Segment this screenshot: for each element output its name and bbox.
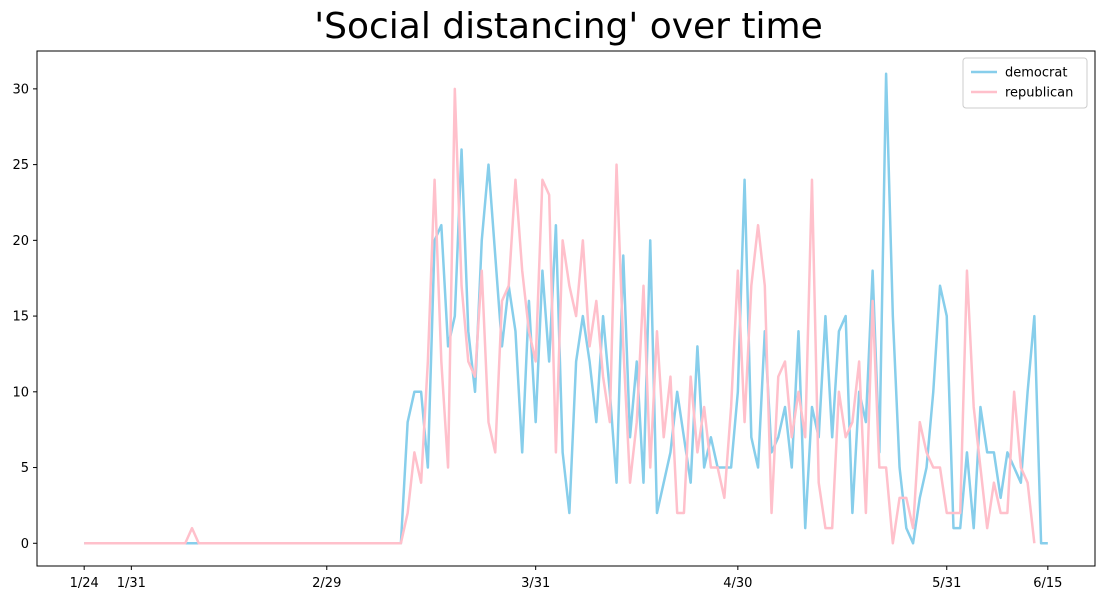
legend-label-democrat: democrat xyxy=(1005,66,1067,81)
y-axis: 0 5 10 15 20 25 30 xyxy=(12,82,37,552)
y-tick-label: 20 xyxy=(12,234,29,249)
x-axis: 1/24 1/31 2/29 3/31 4/30 5/31 6/15 xyxy=(70,566,1062,591)
x-tick-label: 2/29 xyxy=(312,576,341,591)
series-line-democrat xyxy=(84,72,1048,545)
y-tick-label: 5 xyxy=(21,461,29,476)
x-tick-label: 3/31 xyxy=(521,576,550,591)
y-tick-label: 0 xyxy=(21,537,29,552)
chart-title: 'Social distancing' over time xyxy=(314,6,823,47)
x-tick-label: 1/24 xyxy=(70,576,99,591)
y-tick-label: 10 xyxy=(12,385,29,400)
y-tick-label: 25 xyxy=(12,158,29,173)
series-line-republican xyxy=(84,87,1036,545)
x-tick-label: 4/30 xyxy=(723,576,752,591)
legend-label-republican: republican xyxy=(1005,86,1073,101)
y-tick-label: 30 xyxy=(12,82,29,97)
legend-box xyxy=(962,57,1088,109)
x-tick-label: 5/31 xyxy=(932,576,961,591)
plot-frame xyxy=(36,50,1096,567)
legend: democrat republican xyxy=(962,57,1088,109)
y-tick-label: 15 xyxy=(12,310,29,325)
x-tick-label: 6/15 xyxy=(1033,576,1062,591)
x-tick-label: 1/31 xyxy=(117,576,146,591)
series-layer xyxy=(84,72,1048,545)
